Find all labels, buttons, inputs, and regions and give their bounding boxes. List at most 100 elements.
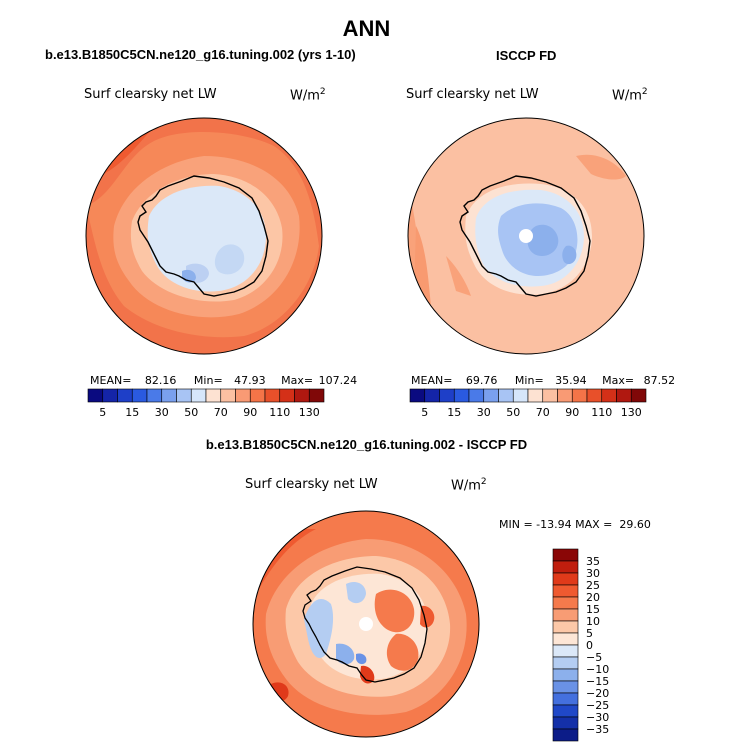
left-colorbar-tick-label: 70 [214, 406, 228, 419]
diff-colorbar-tick-label: 5 [586, 627, 593, 640]
right-units-sup: 2 [641, 87, 648, 97]
right-colorbar-swatch [542, 388, 558, 403]
diff-colorbar-swatch [552, 704, 579, 718]
diff-colorbar-swatch [552, 680, 579, 694]
right-colorbar-swatch [630, 388, 647, 403]
left-colorbar-swatch [294, 388, 310, 403]
right-colorbar-swatch [439, 388, 455, 403]
pole-hole-diff [359, 617, 373, 631]
diff-colorbar-swatch [552, 572, 579, 586]
right-mean: 69.76 [465, 374, 498, 387]
left-units-sup: 2 [319, 87, 326, 97]
diff-units: W/m2 [451, 477, 487, 493]
right-colorbar-swatch [498, 388, 514, 403]
right-colorbar-swatch [616, 388, 632, 403]
left-colorbar-swatch [117, 388, 133, 403]
left-colorbar-tick-label: 5 [99, 406, 106, 419]
left-units-text: W/m [290, 88, 320, 104]
left-colorbar-swatch [264, 388, 281, 403]
left-min-label: Min= [193, 374, 223, 387]
right-colorbar-tick-label: 30 [477, 406, 491, 419]
diff-colorbar-swatch [552, 728, 579, 742]
left-colorbar-tick-label: 130 [299, 406, 320, 419]
right-colorbar-tick-label: 70 [536, 406, 550, 419]
antarctica-coastline-diff [302, 566, 428, 683]
right-colorbar-swatch [424, 388, 440, 403]
left-colorbar: 5 15 30 50 70 90 110 130 [87, 388, 325, 419]
left-colorbar-swatch [146, 388, 163, 403]
left-colorbar-tick-label: 30 [155, 406, 169, 419]
right-mean-label: MEAN= [411, 374, 453, 387]
left-colorbar-swatch [102, 388, 118, 403]
right-colorbar-swatch [601, 388, 617, 403]
right-max: 87.52 [643, 374, 676, 387]
diff-units-sup: 2 [480, 477, 487, 487]
left-max-label: Max= [281, 374, 314, 387]
left-stats: MEAN= 82.16 Min= 47.93 Max= 107.24 [90, 374, 357, 387]
left-min: 47.93 [234, 374, 266, 387]
left-colorbar-tick-label: 110 [269, 406, 290, 419]
diff-colorbar-swatch [552, 620, 579, 634]
diff-colorbar-tick-label: 30 [586, 567, 600, 580]
diff-minmax: MIN = -13.94 MAX = 29.60 [499, 518, 651, 531]
right-colorbar-swatch [586, 388, 603, 403]
antarctica-coastline [137, 175, 269, 297]
antarctica-coastline-right [459, 175, 591, 297]
diff-colorbar-tick-label: 10 [586, 615, 600, 628]
left-colorbar-tick-label: 15 [125, 406, 139, 419]
left-colorbar-swatch [161, 388, 177, 403]
diff-colorbar-tick-label: 20 [586, 591, 600, 604]
diff-polar-map [252, 510, 480, 738]
right-min: 35.94 [555, 374, 587, 387]
right-colorbar-tick-label: 130 [621, 406, 642, 419]
right-colorbar-swatch [483, 388, 499, 403]
diff-colorbar-tick-label: −10 [586, 663, 609, 676]
diff-colorbar-swatch [552, 548, 579, 562]
figure-title: ANN [342, 16, 391, 41]
right-case-title: ISCCP FD [496, 48, 557, 63]
left-colorbar-swatch [87, 388, 104, 403]
left-colorbar-swatch [249, 388, 266, 403]
left-colorbar-swatch [205, 388, 222, 403]
left-mean-label: MEAN= [90, 374, 132, 387]
diff-colorbar-tick-label: −15 [586, 675, 609, 688]
right-colorbar-swatch [527, 388, 544, 403]
diff-colorbar-swatch [552, 668, 579, 682]
left-max: 107.24 [318, 374, 358, 387]
right-units-text: W/m [612, 88, 642, 104]
diff-colorbar-tick-label: −5 [586, 651, 602, 664]
diff-colorbar-swatch [552, 560, 579, 574]
right-colorbar-tick-label: 90 [565, 406, 579, 419]
diff-colorbar-swatch [552, 716, 579, 730]
right-colorbar: 5 15 30 50 70 90 110 130 [409, 388, 647, 419]
left-mean: 82.16 [144, 374, 177, 387]
left-colorbar-swatch [220, 388, 236, 403]
diff-colorbar-tick-label: 25 [586, 579, 600, 592]
diff-colorbar-swatch [552, 692, 579, 706]
left-colorbar-swatch [131, 388, 148, 403]
right-colorbar-swatch [571, 388, 588, 403]
diff-colorbar-swatch [552, 632, 579, 646]
diff-colorbar-tick-label: −25 [586, 699, 609, 712]
diff-colorbar-swatch [552, 608, 579, 622]
diff-colorbar-tick-label: −35 [586, 723, 609, 736]
left-colorbar-swatch [279, 388, 295, 403]
right-polar-map [407, 117, 645, 355]
left-polar-map [85, 117, 323, 355]
left-colorbar-swatch [176, 388, 192, 403]
diff-colorbar-tick-label: −20 [586, 687, 609, 700]
right-max-label: Max= [602, 374, 635, 387]
diff-colorbar-tick-label: −30 [586, 711, 609, 724]
left-units: W/m2 [290, 87, 326, 103]
right-colorbar-swatch [512, 388, 529, 403]
diff-colorbar-swatch [552, 656, 579, 670]
diff-colorbar-tick-label: 15 [586, 603, 600, 616]
diff-colorbar-swatch [552, 644, 579, 658]
right-colorbar-swatch [557, 388, 573, 403]
left-colorbar-tick-label: 50 [184, 406, 198, 419]
diff-colorbar-swatch [552, 584, 579, 598]
diff-variable-label: Surf clearsky net LW [245, 477, 378, 492]
left-case-title: b.e13.B1850C5CN.ne120_g16.tuning.002 (yr… [45, 47, 356, 62]
right-colorbar-swatch [453, 388, 470, 403]
